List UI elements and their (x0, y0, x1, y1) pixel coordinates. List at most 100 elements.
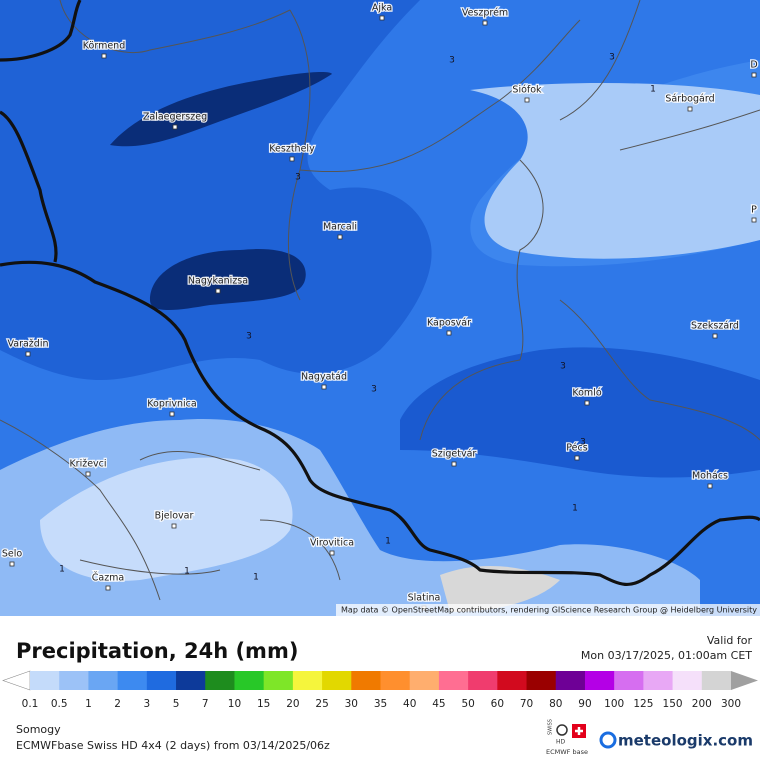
city-dot (712, 333, 718, 339)
legend-label: 0.5 (51, 698, 68, 710)
city-dot (446, 330, 452, 336)
legend-label: 3 (143, 698, 150, 710)
city-dot (171, 523, 177, 529)
legend-swatch (614, 671, 644, 690)
city-dot (25, 351, 31, 357)
city-label: Selo (2, 549, 23, 560)
city-label: Varaždin (8, 339, 49, 350)
legend-swatch (176, 671, 206, 690)
contour-labels: 3 3 3 3 3 3 3 1 1 1 1 1 1 (59, 53, 656, 583)
city-label: Kaposvár (427, 318, 471, 329)
legend-label: 70 (520, 698, 533, 710)
area-gray (440, 565, 560, 612)
badge-icon (556, 724, 568, 736)
city-dot (215, 288, 221, 294)
city-dot (105, 585, 111, 591)
city-label: D (750, 60, 757, 71)
city-label: Szekszárd (691, 321, 739, 332)
city-dot (707, 483, 713, 489)
legend-label: 125 (633, 698, 653, 710)
legend-above (731, 671, 758, 690)
legend-swatch (526, 671, 557, 690)
legend-label: 2 (114, 698, 121, 710)
city-label: Zalaegerszeg (143, 112, 207, 123)
city-dot (9, 561, 15, 567)
cities: Ajka Veszprém Körmend Zalaegerszeg Siófok Sár… (1, 1, 759, 611)
country-borders (0, 0, 760, 586)
contour-label: 3 (371, 385, 377, 395)
city-label: Mohács (692, 471, 728, 482)
brand: meteologix.com (618, 732, 753, 750)
area-mid (0, 0, 432, 380)
city-dot (482, 20, 488, 26)
city-label: Marcali (323, 222, 357, 233)
city-dot (687, 106, 693, 112)
map: Ajka Veszprém Körmend Zalaegerszeg Siófok Sár… (0, 0, 760, 616)
city-label: Komló (572, 388, 601, 399)
legend-swatch (59, 671, 89, 690)
legend-swatch (351, 671, 381, 690)
city-label: Pécs (566, 443, 587, 454)
area-mid (400, 347, 760, 478)
brand-logo (599, 731, 617, 749)
legend-swatch (117, 671, 148, 690)
legend-swatch (263, 671, 294, 690)
valid-time: Mon 03/17/2025, 01:00am CET (581, 649, 752, 662)
legend-swatch (205, 671, 235, 690)
legend-swatch (584, 671, 615, 690)
legend-label: 7 (202, 698, 209, 710)
contour-label: 3 (449, 56, 455, 66)
city-label: Virovitica (310, 538, 354, 549)
city-dot (337, 234, 343, 240)
city-dot (329, 550, 335, 556)
city-label: Körmend (83, 41, 125, 52)
legend-swatch (30, 671, 60, 690)
city-dot (85, 471, 91, 477)
badge: SWISS HD ECMWF base (546, 719, 588, 756)
city-dot (451, 461, 457, 467)
city-label: Koprivnica (147, 399, 196, 410)
legend-swatch (438, 671, 469, 690)
city-label: Nagyatád (301, 372, 347, 383)
contour-label: 3 (580, 438, 586, 448)
city-dot (169, 411, 175, 417)
city-dot (584, 400, 590, 406)
legend-label: 50 (461, 698, 474, 710)
legend-swatch (322, 671, 352, 690)
contour-label: 3 (295, 173, 301, 183)
title: Precipitation, 24h (mm) (16, 639, 298, 663)
legend-label: 100 (604, 698, 624, 710)
city-label: P (751, 205, 757, 216)
city-dot (751, 72, 757, 78)
legend-label: 25 (315, 698, 328, 710)
city-dot (321, 384, 327, 390)
legend-label: 150 (663, 698, 683, 710)
legend-label: 0.1 (22, 698, 39, 710)
contour-label: 1 (385, 537, 391, 547)
badge-base: ECMWF base (546, 748, 588, 756)
region: Somogy (16, 723, 61, 736)
legend-label: 15 (257, 698, 270, 710)
legend-swatch (88, 671, 119, 690)
city-label: Szigetvár (432, 449, 477, 460)
area-dark (110, 72, 332, 147)
contour-label: 1 (184, 567, 190, 577)
city-dot (172, 124, 178, 130)
legend-swatch (234, 671, 265, 690)
area-lightest (40, 457, 293, 581)
contour-label: 1 (253, 573, 259, 583)
legend-label: 80 (549, 698, 562, 710)
legend-swatch (555, 671, 586, 690)
legend-label: 35 (374, 698, 387, 710)
city-label: Ajka (372, 3, 392, 14)
city-dot (101, 53, 107, 59)
badge-swiss: SWISS (548, 719, 554, 735)
attribution: Map data © OpenStreetMap contributors, r… (341, 606, 757, 615)
legend-label: 90 (578, 698, 591, 710)
contour-label: 1 (650, 85, 656, 95)
city-label: Veszprém (462, 8, 508, 19)
legend-swatch (672, 671, 703, 690)
legend-label: 300 (721, 698, 741, 710)
legend: 0.1 0.5 1 2 3 5 7 10 15 20 25 30 35 40 45 50 60 70 80 90 100… (2, 670, 758, 710)
